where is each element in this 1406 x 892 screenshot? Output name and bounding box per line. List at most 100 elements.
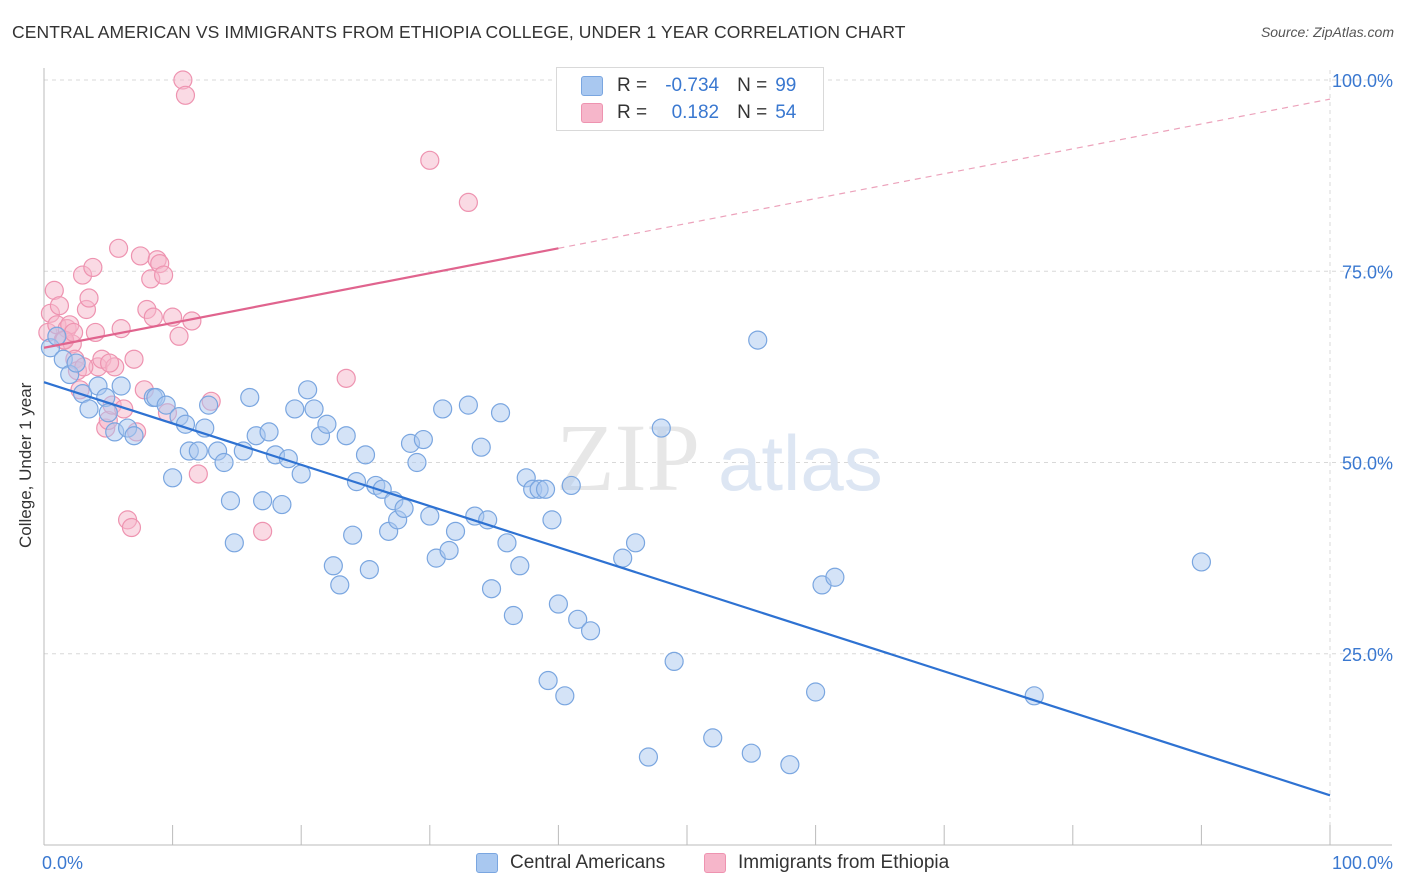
stats-row-ethiopia: R = 0.182 N = 54 [581,101,796,125]
point-central-american [561,475,581,496]
point-ethiopia [63,322,84,343]
point-central-american [66,353,86,373]
point-central-american [285,399,305,419]
point-central-american [548,594,569,614]
point-central-american [1191,552,1212,572]
point-central-american [188,441,208,461]
y-tick-label: 50.0% [1342,454,1393,474]
point-central-american [445,521,466,541]
point-central-american [372,479,392,499]
point-central-american [304,399,324,419]
tick-labels: 25.0% 50.0% 75.0% 100.0% 0.0% 100.0% [42,71,1393,873]
point-central-american [825,567,845,587]
legend-swatch-blue [581,76,603,96]
point-central-american [298,380,318,400]
point-central-american [343,525,363,545]
point-central-american [510,556,530,576]
point-central-american [471,437,491,457]
point-ethiopia [143,307,163,327]
n-value: 54 [775,102,797,123]
point-ethiopia [175,85,196,105]
axes [43,68,1392,846]
point-ethiopia [99,353,120,373]
point-ethiopia [83,257,103,278]
trend-line-ethiopia [43,247,559,349]
point-central-american [359,559,379,580]
point-central-american [214,452,234,473]
legend-label: Central Americans [510,852,666,873]
point-ethiopia [121,517,142,538]
point-central-american [330,575,350,595]
point-ethiopia [169,326,189,346]
point-central-american [651,418,671,438]
point-central-american [481,579,502,599]
point-central-american [490,403,511,423]
point-central-american [748,330,768,350]
point-ethiopia [253,521,273,541]
watermark-atlas: atlas [718,419,883,507]
point-central-american [163,468,183,488]
point-ethiopia [130,246,151,266]
point-central-american [420,506,440,526]
point-central-american [568,609,588,629]
legend-label: Immigrants from Ethiopia [738,852,950,873]
trend-line-ethiopia-extension [558,98,1331,249]
point-central-american [124,426,144,446]
point-central-american [625,533,646,553]
r-label: R = [617,75,648,96]
point-central-american [703,728,723,748]
point-central-american [355,445,376,465]
point-central-american [542,510,562,530]
r-value: -0.734 [665,75,720,96]
point-central-american [199,395,219,415]
point-ethiopia [336,368,356,388]
point-central-american [47,326,67,346]
point-central-american [613,548,633,568]
point-central-american [741,743,761,763]
point-central-american [535,479,556,499]
legend-swatch-blue [476,853,498,873]
point-central-american [253,491,273,511]
point-central-american [79,399,99,419]
series-legend: Central Americans Immigrants from Ethiop… [0,852,1406,876]
r-label: R = [617,102,648,123]
point-central-american [503,605,523,626]
point-central-american [323,556,343,576]
point-central-american [413,429,433,450]
point-central-american [407,452,427,473]
point-central-american [111,376,131,396]
point-ethiopia [458,192,478,212]
point-central-american [394,498,414,518]
point-central-american [259,422,279,442]
point-ethiopia [49,296,70,316]
source-label: Source: ZipAtlas.com [1260,24,1394,40]
point-central-american [317,414,337,434]
point-central-american [538,670,558,691]
point-ethiopia [188,464,208,484]
n-label: N = [737,75,768,96]
point-central-american [555,686,575,706]
point-central-american [458,395,478,415]
point-central-american [1024,686,1044,706]
point-central-american [780,755,800,775]
x-tick-label: 100.0% [1332,853,1393,873]
series-central-american-points [40,326,1212,775]
n-label: N = [737,102,768,123]
point-central-american [638,747,659,767]
y-axis-label: College, Under 1 year [16,382,35,548]
legend-item-ethiopia[interactable]: Immigrants from Ethiopia [704,852,949,874]
grid-lines [44,70,1392,845]
legend-item-central-american[interactable]: Central Americans [476,852,665,874]
point-ethiopia [124,349,144,369]
point-central-american [224,533,244,553]
legend-swatch-pink [581,103,603,123]
trend-line-central-american [43,381,1331,797]
r-value: 0.182 [671,102,720,123]
x-tick-label: 0.0% [42,853,83,873]
point-central-american [433,399,453,419]
point-ethiopia [79,288,99,308]
watermark-zip: ZIP [556,404,700,511]
point-central-american [664,651,684,672]
point-central-american [336,426,356,446]
